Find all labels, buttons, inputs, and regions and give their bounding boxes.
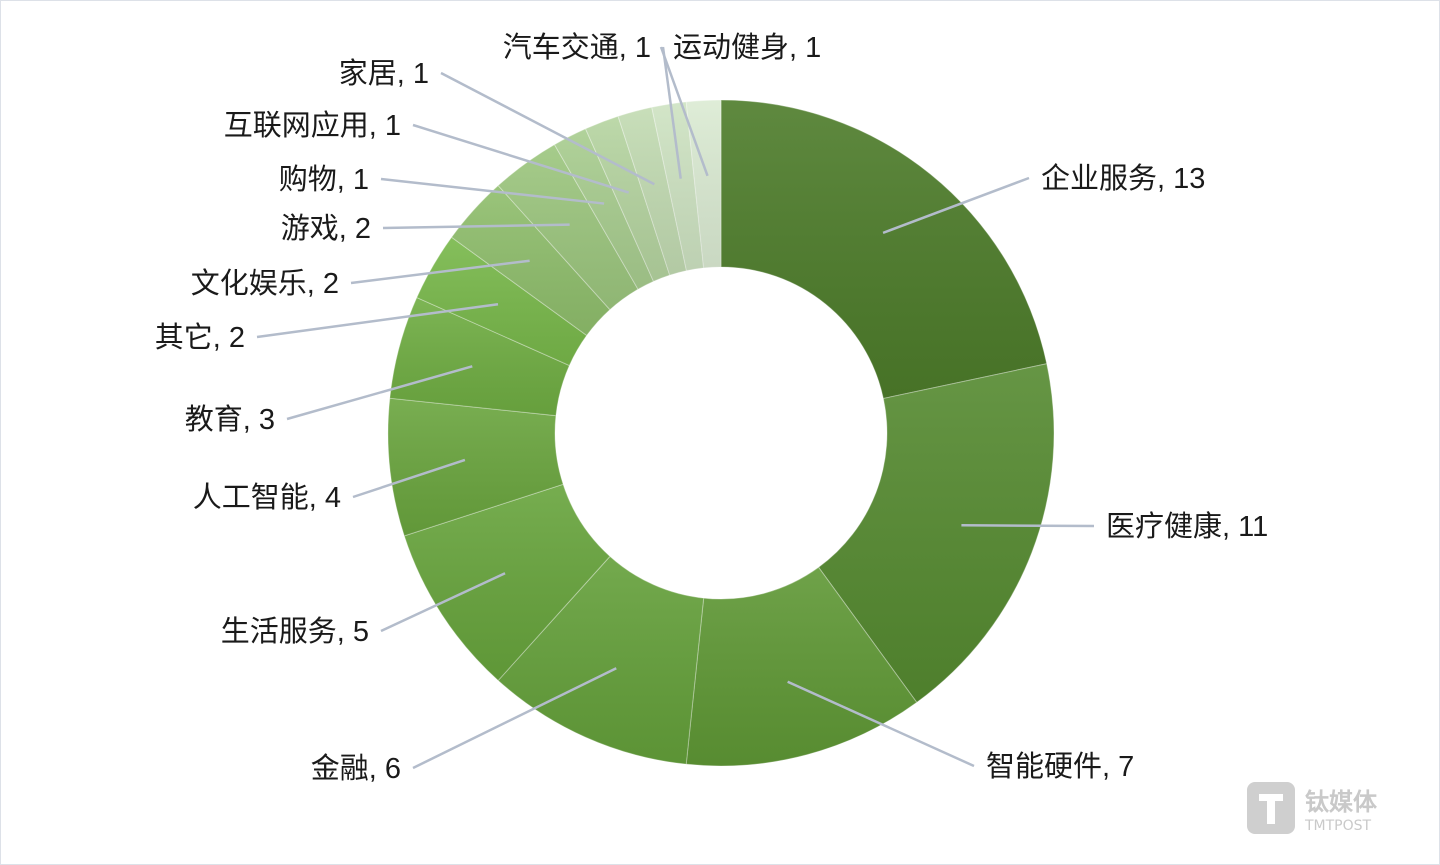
data-label-13: 家居, 1 — [339, 57, 429, 90]
slice-shade-7 — [389, 297, 570, 416]
watermark-sub: TMTPOST — [1304, 818, 1372, 834]
data-label-1: 企业服务, 13 — [1041, 162, 1205, 195]
watermark-brand: 钛媒体 — [1305, 788, 1378, 816]
leader-line-3 — [787, 680, 975, 768]
data-label-3: 智能硬件, 7 — [986, 750, 1134, 783]
leader-line-8 — [256, 303, 499, 339]
leader-line-13 — [440, 71, 655, 186]
leader-line-6 — [352, 458, 466, 499]
data-label-8: 其它, 2 — [155, 321, 245, 354]
data-label-7: 教育, 3 — [185, 403, 275, 436]
data-label-4: 金融, 6 — [311, 752, 401, 785]
leader-line-1 — [882, 176, 1030, 235]
leader-line-7 — [286, 365, 473, 421]
data-label-5: 生活服务, 5 — [221, 615, 369, 648]
data-label-14: 汽车交通, 1 — [503, 31, 651, 64]
slice-shade-2 — [818, 363, 1054, 703]
leader-line-4 — [412, 667, 617, 770]
data-label-15: 运动健身, 1 — [673, 31, 821, 64]
slice-shade-9 — [451, 185, 610, 336]
leader-line-14 — [661, 46, 682, 179]
tmtpost-watermark: 钛媒体 TMTPOST — [1245, 778, 1395, 838]
leader-line-5 — [380, 572, 506, 633]
data-label-12: 互联网应用, 1 — [224, 109, 401, 142]
slice-shade-5 — [404, 484, 610, 681]
data-label-2: 医疗健康, 11 — [1106, 510, 1268, 543]
leader-line-10 — [382, 223, 570, 230]
slice-shade-6 — [388, 398, 564, 536]
data-label-10: 游戏, 2 — [281, 212, 371, 245]
leader-line-12 — [412, 123, 630, 194]
data-label-9: 文化娱乐, 2 — [191, 267, 339, 300]
slice-shade-14 — [651, 101, 704, 271]
slice-shade-10 — [498, 144, 638, 310]
slice-shade-4 — [498, 556, 704, 765]
leader-line-15 — [659, 46, 709, 177]
slice-shade-13 — [618, 107, 687, 276]
data-label-11: 购物, 1 — [279, 163, 369, 196]
leader-line-9 — [350, 259, 530, 285]
leader-line-2 — [961, 524, 1095, 528]
slice-shade-12 — [585, 116, 670, 282]
slice-shade-3 — [686, 567, 917, 766]
leader-line-11 — [380, 177, 605, 205]
slice-shade-1 — [721, 100, 1047, 399]
slice-shade-11 — [554, 128, 654, 290]
data-label-6: 人工智能, 4 — [193, 481, 341, 514]
